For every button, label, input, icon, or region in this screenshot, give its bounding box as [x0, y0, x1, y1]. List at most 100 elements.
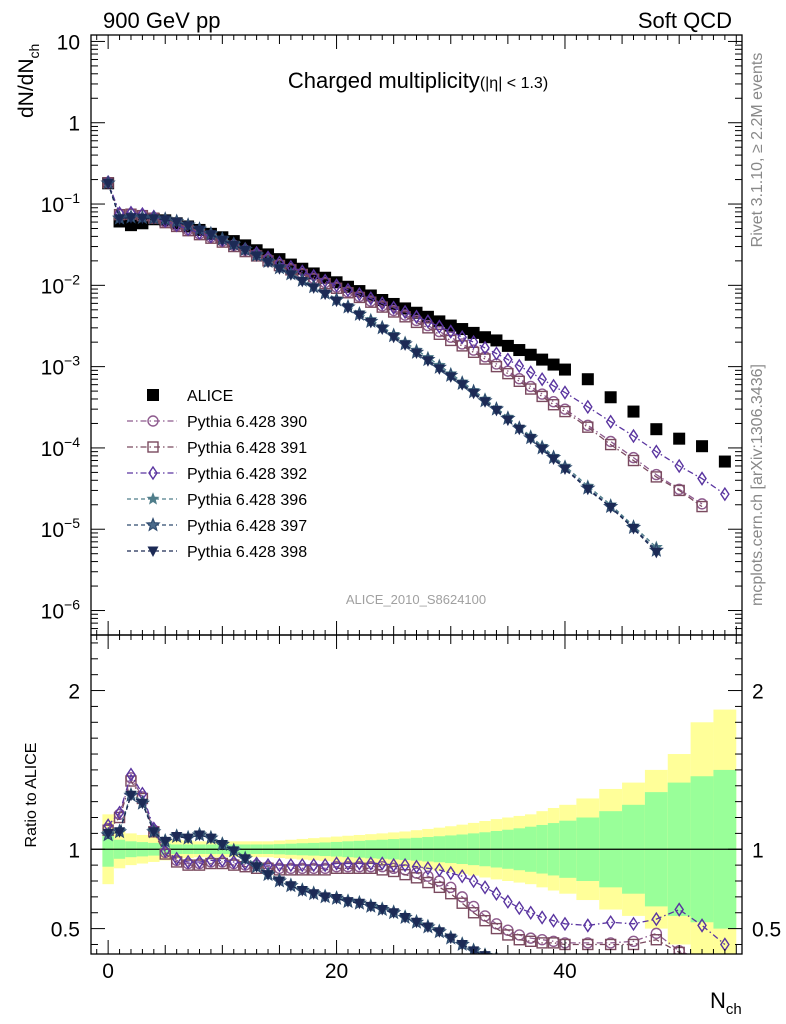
- data-point-pythia-6-428-398: [628, 524, 639, 535]
- side-label-bottom: mcplots.cern.ch [arXiv:1306.3436]: [749, 364, 766, 606]
- side-label-top: Rivet 3.1.10, ≥ 2.2M events: [749, 53, 766, 248]
- ratio-point-pythia-6-428-392: [582, 918, 593, 933]
- data-point-pythia-6-428-392: [365, 291, 376, 306]
- main-title-suffix: (|η| < 1.3): [480, 75, 548, 92]
- legend-label: Pythia 6.428 398: [187, 544, 307, 561]
- data-point-alice: [696, 440, 709, 453]
- ratio-point-pythia-6-428-398: [605, 970, 616, 981]
- ratio-point-pythia-6-428-398: [537, 965, 548, 976]
- ratio-point-pythia-6-428-397: [650, 970, 662, 982]
- data-point-pythia-6-428-392: [605, 414, 616, 429]
- legend-label: ALICE: [187, 388, 233, 405]
- ratio-point-pythia-6-428-392: [697, 918, 707, 933]
- data-point-pythia-6-428-398: [205, 230, 217, 241]
- ratio-point-pythia-6-428-398: [491, 954, 502, 965]
- data-point-pythia-6-428-398: [411, 348, 422, 360]
- ratio-point-pythia-6-428-392: [217, 853, 228, 868]
- y-tick-label-exp: −2: [64, 271, 80, 287]
- data-point-pythia-6-428-390: [547, 396, 560, 408]
- ratio-point-pythia-6-428-391: [216, 857, 229, 870]
- data-point-pythia-6-428-398: [308, 283, 320, 294]
- ratio-point-pythia-6-428-398: [319, 892, 331, 903]
- ratio-point-pythia-6-428-390: [650, 927, 663, 940]
- y-tick-label-base: 10: [41, 275, 64, 298]
- series-line-pythia-6-428-396: [107, 182, 657, 548]
- ratio-point-pythia-6-428-396: [536, 962, 547, 973]
- data-point-pythia-6-428-398: [262, 257, 274, 269]
- x-tick-label: 20: [325, 960, 348, 983]
- ratio-point-pythia-6-428-398: [388, 908, 400, 919]
- ratio-point-pythia-6-428-396: [507, 953, 509, 954]
- data-point-pythia-6-428-392: [628, 428, 639, 444]
- data-point-pythia-6-428-398: [456, 380, 468, 391]
- data-point-alice: [627, 405, 640, 418]
- data-point-pythia-6-428-391: [353, 291, 366, 304]
- ratio-point-pythia-6-428-391: [228, 859, 240, 871]
- data-point-pythia-6-428-391: [490, 360, 503, 373]
- ratio-point-pythia-6-428-391: [365, 862, 377, 874]
- data-point-pythia-6-428-398: [479, 397, 491, 408]
- ratio-point-pythia-6-428-398: [376, 905, 388, 916]
- ratio-point-pythia-6-428-398: [514, 961, 525, 972]
- data-point-pythia-6-428-392: [720, 486, 730, 502]
- ratio-point-pythia-6-428-398: [582, 970, 593, 981]
- ratio-point-pythia-6-428-397: [525, 962, 537, 974]
- ratio-point-pythia-6-428-392: [320, 857, 330, 873]
- ratio-point-pythia-6-428-392: [548, 913, 559, 928]
- data-point-pythia-6-428-391: [502, 367, 514, 380]
- ratio-point-pythia-6-428-392: [286, 857, 296, 873]
- y-tick-label-exp: −1: [64, 190, 80, 206]
- ratio-point-pythia-6-428-392: [194, 854, 205, 870]
- legend-label: Pythia 6.428 390: [187, 414, 307, 431]
- ratio-point-pythia-6-428-397: [507, 953, 508, 954]
- data-point-pythia-6-428-398: [216, 235, 228, 247]
- data-point-pythia-6-428-392: [377, 296, 388, 311]
- y-tick-label: 10−2: [41, 271, 81, 298]
- ratio-point-pythia-6-428-398: [194, 830, 205, 841]
- y-tick-label: 1: [68, 113, 80, 136]
- ratio-point-pythia-6-428-398: [353, 898, 365, 910]
- ratio-point-pythia-6-428-396: [582, 967, 593, 978]
- ratio-point-pythia-6-428-390: [445, 881, 457, 894]
- ratio-point-pythia-6-428-392: [423, 861, 433, 876]
- ratio-point-pythia-6-428-392: [445, 865, 456, 881]
- ratio-point-pythia-6-428-391: [387, 865, 400, 878]
- ratio-point-pythia-6-428-392: [514, 900, 525, 916]
- data-point-pythia-6-428-391: [582, 421, 594, 433]
- data-point-alice: [524, 348, 537, 361]
- data-point-pythia-6-428-398: [296, 276, 308, 288]
- x-tick-label: 0: [102, 960, 114, 983]
- ratio-point-pythia-6-428-391: [697, 957, 707, 967]
- ratio-point-pythia-6-428-392: [674, 902, 685, 917]
- ratio-point-pythia-6-428-398: [422, 922, 434, 934]
- ratio-y-tick-label-left: 1: [68, 839, 80, 862]
- data-point-pythia-6-428-398: [102, 178, 114, 190]
- data-point-pythia-6-428-398: [536, 444, 548, 456]
- ratio-point-pythia-6-428-390: [422, 870, 434, 882]
- y-tick-label: 10−3: [41, 353, 81, 380]
- data-point-pythia-6-428-391: [673, 484, 685, 497]
- ratio-point-pythia-6-428-398: [365, 901, 377, 913]
- ratio-tick-labels: 0.5 0.51 12 20 20 40: [51, 681, 781, 983]
- data-point-alice: [673, 432, 686, 445]
- data-point-pythia-6-428-391: [650, 471, 663, 483]
- ratio-point-pythia-6-428-391: [433, 881, 446, 894]
- ratio-point-pythia-6-428-396: [605, 967, 616, 978]
- data-point-pythia-6-428-398: [273, 264, 285, 275]
- data-point-pythia-6-428-392: [560, 385, 570, 400]
- ratio-point-pythia-6-428-391: [525, 935, 537, 948]
- ratio-point-pythia-6-428-397: [627, 970, 639, 982]
- ratio-point-pythia-6-428-392: [457, 868, 468, 884]
- header-left: 900 GeV pp: [103, 8, 220, 33]
- ratio-point-pythia-6-428-398: [502, 957, 513, 968]
- ratio-point-pythia-6-428-391: [479, 914, 491, 927]
- ratio-point-pythia-6-428-391: [536, 937, 548, 949]
- ratio-point-pythia-6-428-392: [388, 857, 399, 873]
- data-point-pythia-6-428-392: [331, 278, 342, 293]
- ratio-point-pythia-6-428-391: [182, 859, 194, 871]
- ratio-point-pythia-6-428-398: [445, 933, 457, 945]
- data-point-pythia-6-428-398: [559, 464, 571, 476]
- data-point-alice: [718, 455, 731, 468]
- data-point-pythia-6-428-391: [547, 399, 560, 411]
